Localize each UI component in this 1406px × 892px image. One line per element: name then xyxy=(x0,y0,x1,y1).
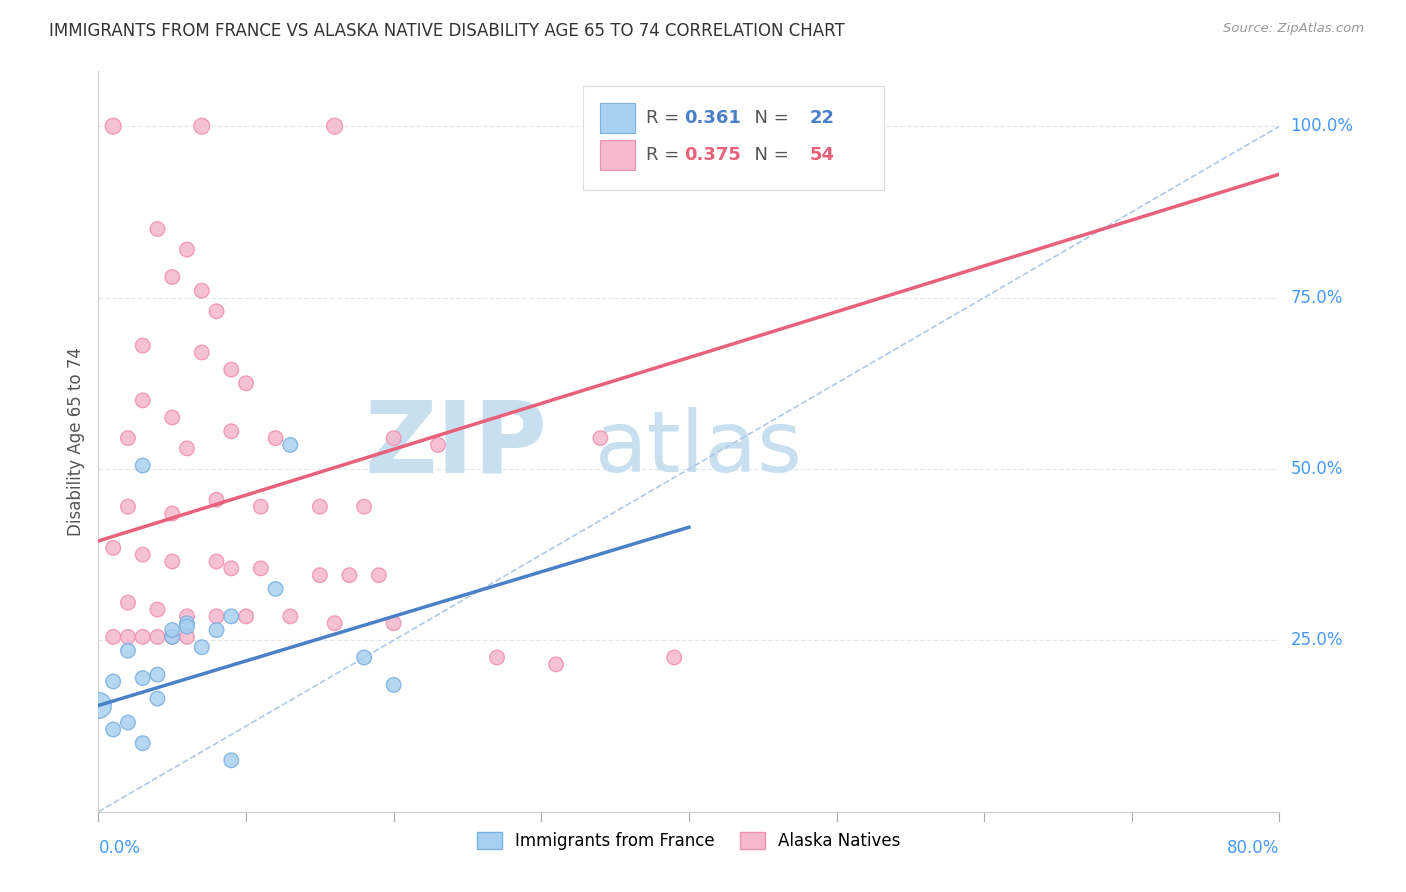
Text: 22: 22 xyxy=(810,109,834,127)
Point xyxy=(146,691,169,706)
Point xyxy=(191,345,214,359)
Point xyxy=(162,270,183,285)
Text: R =: R = xyxy=(647,109,685,127)
Point xyxy=(103,674,125,689)
Point xyxy=(250,561,273,575)
Text: 25.0%: 25.0% xyxy=(1291,632,1343,649)
Text: 100.0%: 100.0% xyxy=(1291,117,1354,136)
Point xyxy=(162,623,183,637)
Point xyxy=(221,561,243,575)
Text: 50.0%: 50.0% xyxy=(1291,460,1343,478)
Point xyxy=(176,609,198,624)
FancyBboxPatch shape xyxy=(582,87,884,190)
Point xyxy=(221,362,243,376)
Point xyxy=(146,602,169,616)
Text: 75.0%: 75.0% xyxy=(1291,289,1343,307)
Text: atlas: atlas xyxy=(595,408,803,491)
Point xyxy=(280,609,302,624)
Point xyxy=(117,643,139,657)
Point xyxy=(323,616,346,631)
Point xyxy=(191,284,214,298)
Point xyxy=(205,609,228,624)
Point xyxy=(382,678,405,692)
Point xyxy=(546,657,568,672)
Legend: Immigrants from France, Alaska Natives: Immigrants from France, Alaska Natives xyxy=(471,825,907,856)
Point xyxy=(221,753,243,767)
Point xyxy=(103,630,125,644)
Point xyxy=(176,630,198,644)
Point xyxy=(339,568,361,582)
Point xyxy=(162,554,183,568)
Point xyxy=(309,568,332,582)
Point xyxy=(382,616,405,631)
Point xyxy=(191,119,214,133)
FancyBboxPatch shape xyxy=(600,140,634,169)
Text: R =: R = xyxy=(647,146,685,164)
Point xyxy=(117,431,139,445)
Point xyxy=(250,500,273,514)
Point xyxy=(162,630,183,644)
Point xyxy=(664,650,686,665)
Point xyxy=(132,671,155,685)
Point xyxy=(87,698,110,713)
Point xyxy=(176,442,198,456)
Point xyxy=(280,438,302,452)
Text: 80.0%: 80.0% xyxy=(1227,839,1279,857)
Point xyxy=(264,431,287,445)
Point xyxy=(117,630,139,644)
Point xyxy=(117,715,139,730)
Point xyxy=(117,596,139,610)
Point xyxy=(132,548,155,562)
Point xyxy=(176,616,198,631)
Point xyxy=(162,630,183,644)
Point xyxy=(146,222,169,236)
Text: ZIP: ZIP xyxy=(364,397,547,494)
Point xyxy=(205,623,228,637)
Point xyxy=(221,424,243,438)
Point xyxy=(235,609,257,624)
Point xyxy=(368,568,391,582)
Point xyxy=(132,736,155,750)
Point xyxy=(191,640,214,655)
Point xyxy=(162,410,183,425)
Point xyxy=(264,582,287,596)
Point xyxy=(221,609,243,624)
Point xyxy=(146,630,169,644)
Point xyxy=(132,458,155,473)
Point xyxy=(205,554,228,568)
Point xyxy=(486,650,509,665)
Point xyxy=(427,438,450,452)
Text: N =: N = xyxy=(744,146,794,164)
Text: 54: 54 xyxy=(810,146,834,164)
Text: 0.361: 0.361 xyxy=(685,109,741,127)
Point xyxy=(205,304,228,318)
Point xyxy=(132,338,155,352)
Point xyxy=(589,431,612,445)
Point xyxy=(162,507,183,521)
Text: 0.0%: 0.0% xyxy=(98,839,141,857)
Point xyxy=(103,119,125,133)
Text: Source: ZipAtlas.com: Source: ZipAtlas.com xyxy=(1223,22,1364,36)
Point xyxy=(103,723,125,737)
Point xyxy=(309,500,332,514)
Point xyxy=(103,541,125,555)
Point xyxy=(132,630,155,644)
Text: IMMIGRANTS FROM FRANCE VS ALASKA NATIVE DISABILITY AGE 65 TO 74 CORRELATION CHAR: IMMIGRANTS FROM FRANCE VS ALASKA NATIVE … xyxy=(49,22,845,40)
Point xyxy=(235,376,257,391)
Text: 0.375: 0.375 xyxy=(685,146,741,164)
Point xyxy=(323,119,346,133)
Point xyxy=(117,500,139,514)
Point xyxy=(176,243,198,257)
Point xyxy=(353,500,375,514)
Point xyxy=(382,431,405,445)
Point xyxy=(205,492,228,507)
Point xyxy=(353,650,375,665)
Y-axis label: Disability Age 65 to 74: Disability Age 65 to 74 xyxy=(66,347,84,536)
Point xyxy=(176,619,198,633)
FancyBboxPatch shape xyxy=(600,103,634,133)
Text: N =: N = xyxy=(744,109,794,127)
Point xyxy=(146,667,169,681)
Point xyxy=(132,393,155,408)
